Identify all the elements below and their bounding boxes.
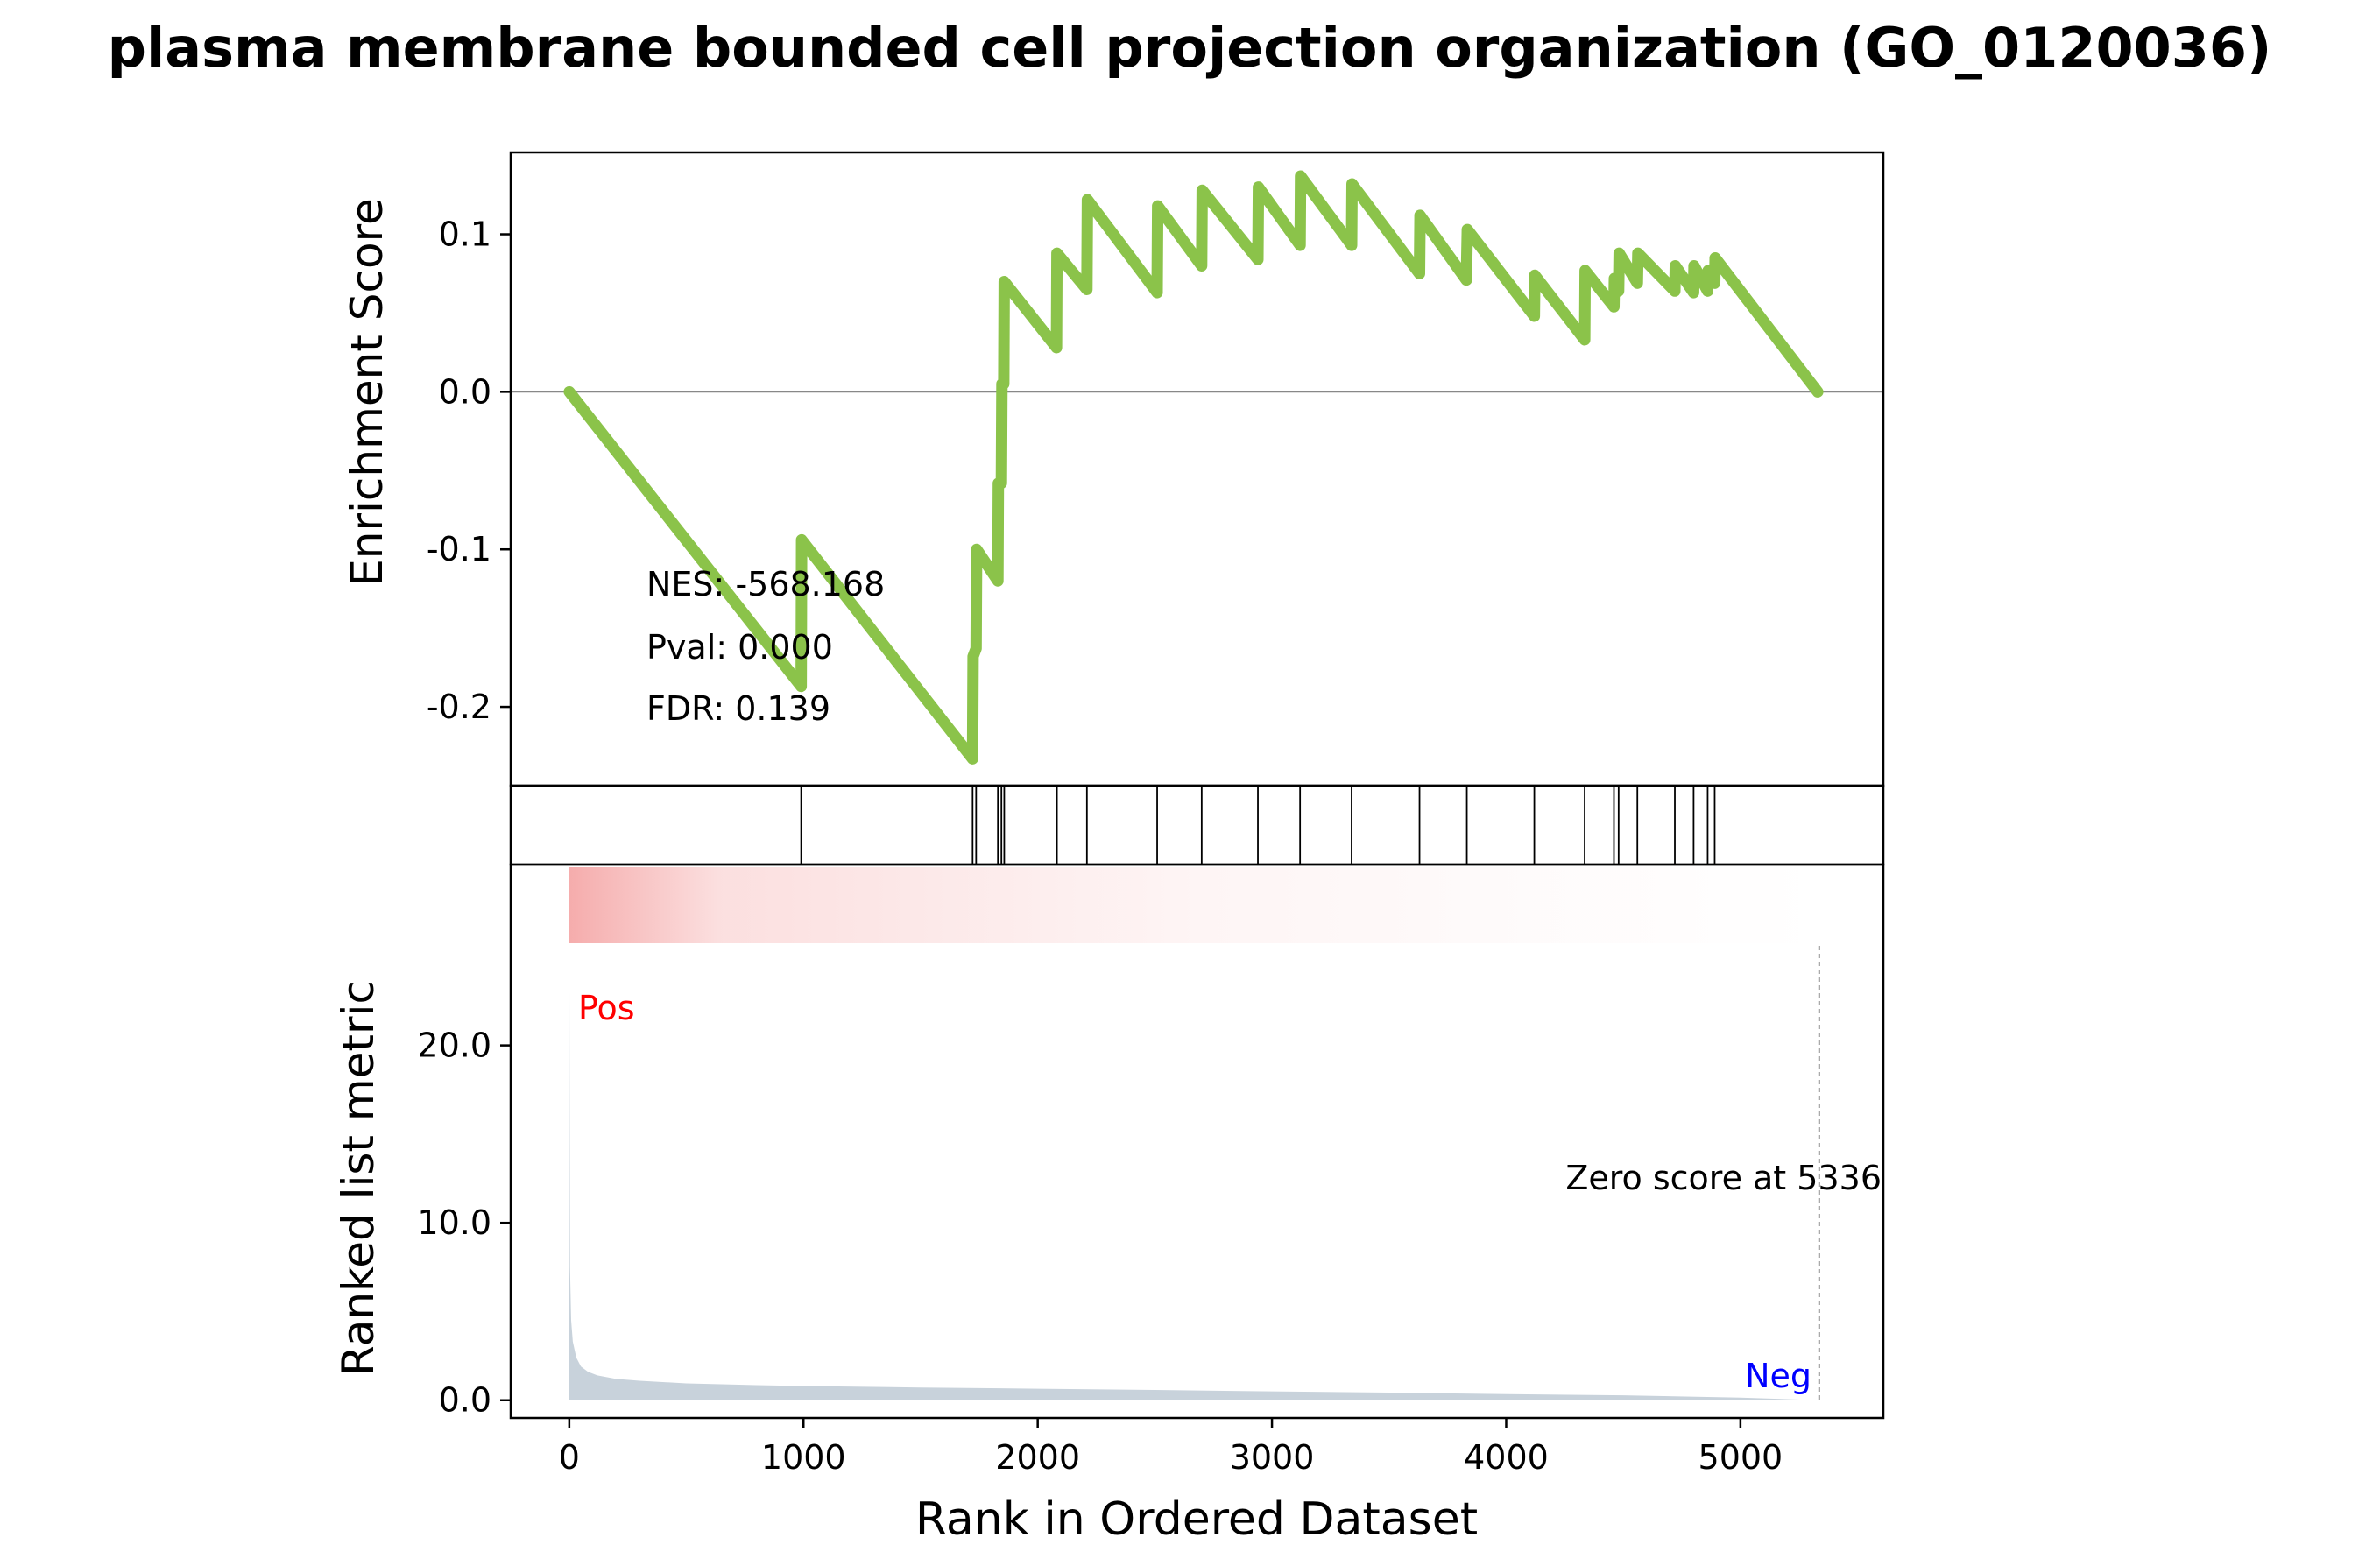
fdr-annotation: FDR: 0.139 [646,689,830,728]
top-ytick-label: 0.0 [439,372,491,411]
bottom-ytick-label: 10.0 [417,1203,491,1242]
x-axis-label: Rank in Ordered Dataset [915,1493,1478,1546]
top-ytick-label: 0.1 [439,215,491,254]
chart-title: plasma membrane bounded cell projection … [108,16,2272,80]
enrichment-panel: 0.1 0.0 -0.1 -0.2 Enrichment Score NES: -56… [342,151,1885,787]
ranked-metric-panel: 0.0 10.0 20.0 Ranked list metric Pos Neg Z… [333,863,1885,1420]
bottom-panel-frame [509,863,1885,1420]
x-tick-label: 3000 [1230,1438,1315,1477]
bottom-ytick-label: 20.0 [417,1026,491,1065]
zero-score-label: Zero score at 5336 [1565,1159,1882,1197]
x-tick-label: 2000 [995,1438,1080,1477]
x-tick-label: 4000 [1464,1438,1549,1477]
top-ytick-label: -0.2 [427,688,491,726]
neg-label: Neg [1745,1357,1811,1395]
nes-annotation: NES: -568.168 [646,565,885,603]
bottom-ylabel: Ranked list metric [333,980,384,1376]
top-ylabel: Enrichment Score [342,198,392,587]
pos-label: Pos [578,989,635,1027]
ranking-heatmap-bar [569,867,1819,943]
top-y-ticks: 0.1 0.0 -0.1 -0.2 [427,215,511,726]
hit-lines [800,786,1716,864]
enrichment-score-line [563,170,1824,765]
bottom-y-ticks: 0.0 10.0 20.0 [417,1026,511,1420]
x-tick-label: 5000 [1698,1438,1783,1477]
top-ytick-label: -0.1 [427,530,491,568]
x-tick-label: 0 [559,1438,580,1477]
x-axis-ticks: 0 1000 2000 3000 4000 5000 [559,1418,1783,1477]
x-tick-label: 1000 [761,1438,846,1477]
hits-panel-frame [509,784,1885,866]
hits-panel [509,784,1885,866]
bottom-ytick-label: 0.0 [439,1381,491,1420]
pval-annotation: Pval: 0.000 [646,628,833,667]
